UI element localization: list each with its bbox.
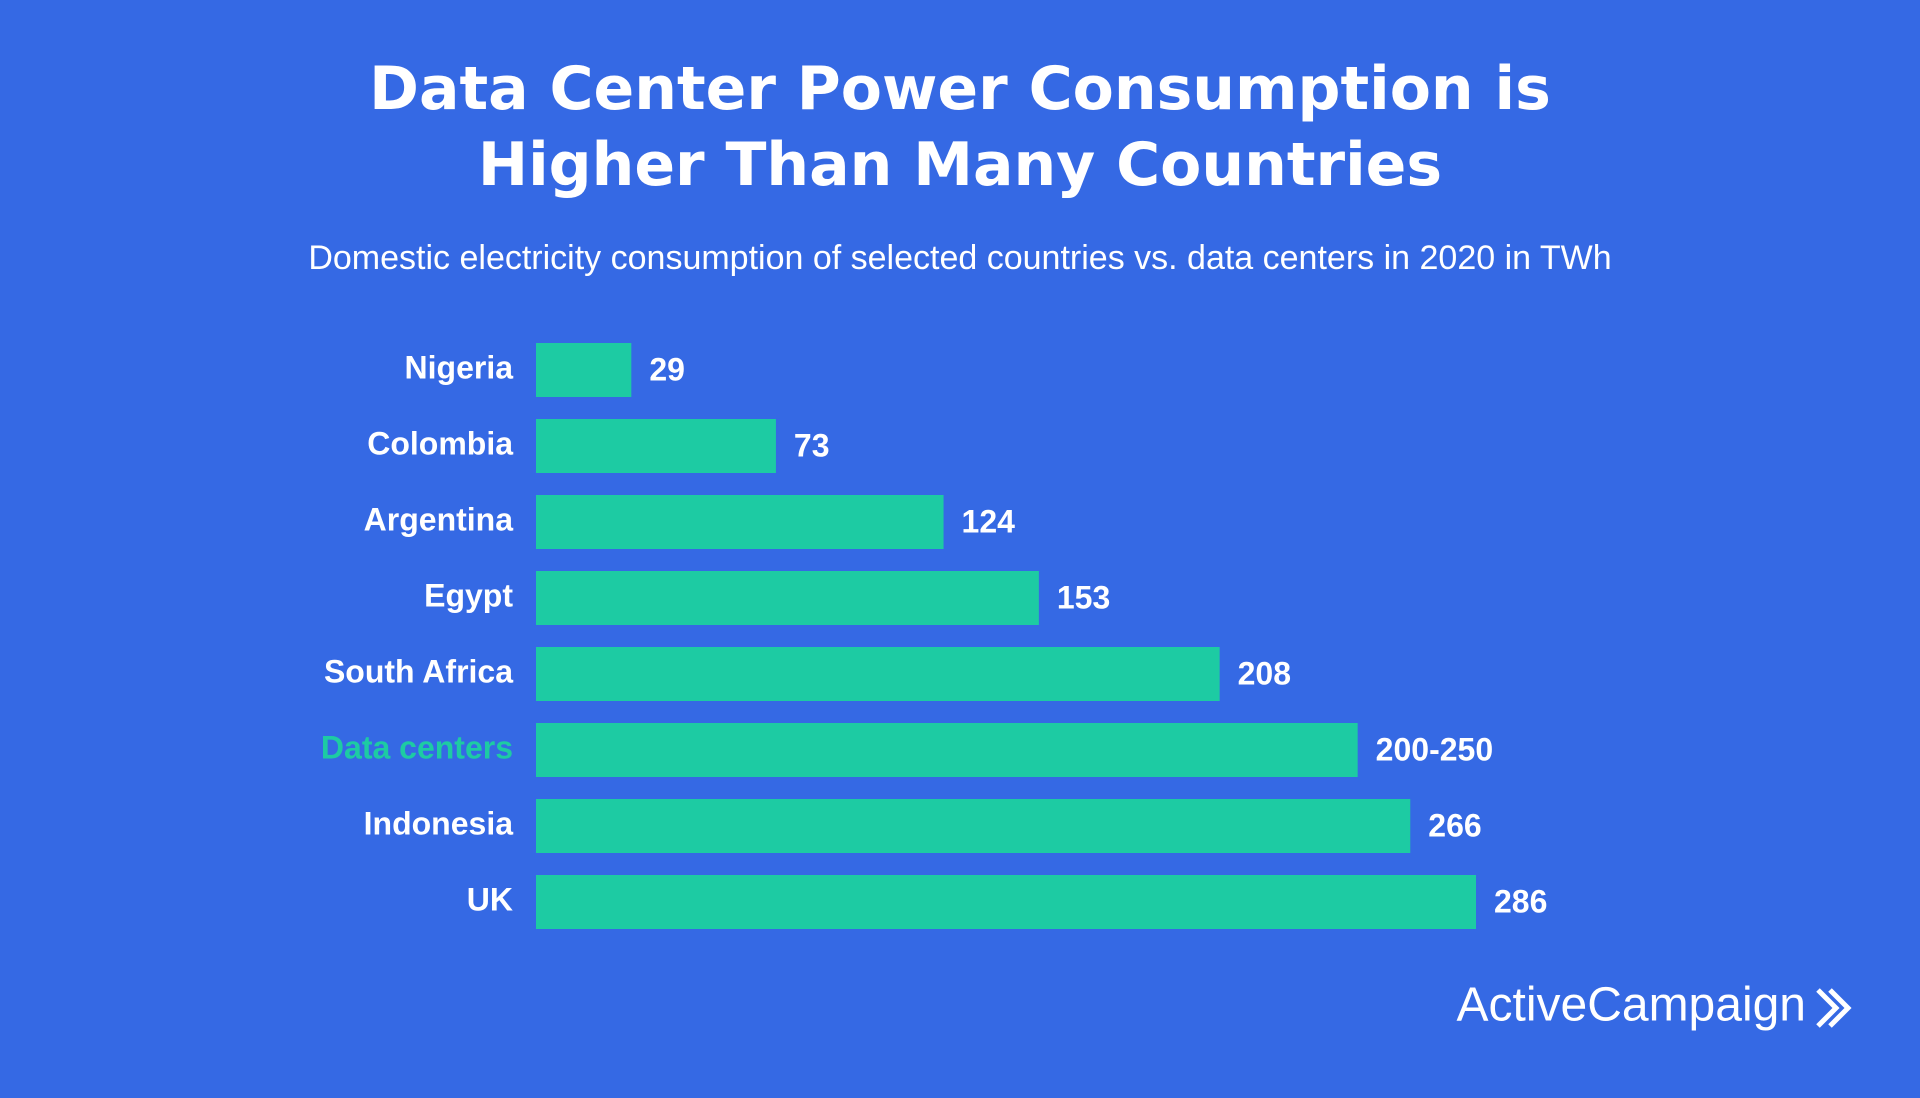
value-label: 153	[1057, 579, 1110, 615]
brand-logo: ActiveCampaign	[1457, 979, 1807, 1032]
bar	[536, 495, 944, 549]
bar	[536, 799, 1411, 853]
value-label: 286	[1494, 883, 1547, 919]
chart-title: Data Center Power Consumption is Higher T…	[369, 54, 1551, 200]
category-label: Indonesia	[364, 805, 514, 841]
category-label: South Africa	[324, 653, 513, 689]
bar	[536, 571, 1039, 625]
bar	[536, 343, 632, 397]
brand-chevron	[1816, 988, 1852, 1028]
value-label: 208	[1238, 655, 1291, 691]
category-label: Colombia	[367, 425, 513, 461]
value-label: 266	[1428, 807, 1481, 843]
value-label: 200-250	[1376, 731, 1493, 767]
category-label: Egypt	[424, 577, 513, 613]
value-label: 73	[794, 427, 830, 463]
category-label: Data centers	[321, 729, 513, 765]
category-label: Argentina	[364, 501, 514, 537]
bar	[536, 647, 1220, 701]
value-label: 124	[962, 503, 1016, 539]
value-label: 29	[649, 351, 685, 387]
bar	[536, 723, 1358, 777]
category-label: Nigeria	[405, 349, 514, 385]
bar	[536, 419, 776, 473]
chart-subtitle: Domestic electricity consumption of sele…	[308, 239, 1611, 277]
category-label: UK	[467, 881, 513, 917]
bar	[536, 875, 1476, 929]
